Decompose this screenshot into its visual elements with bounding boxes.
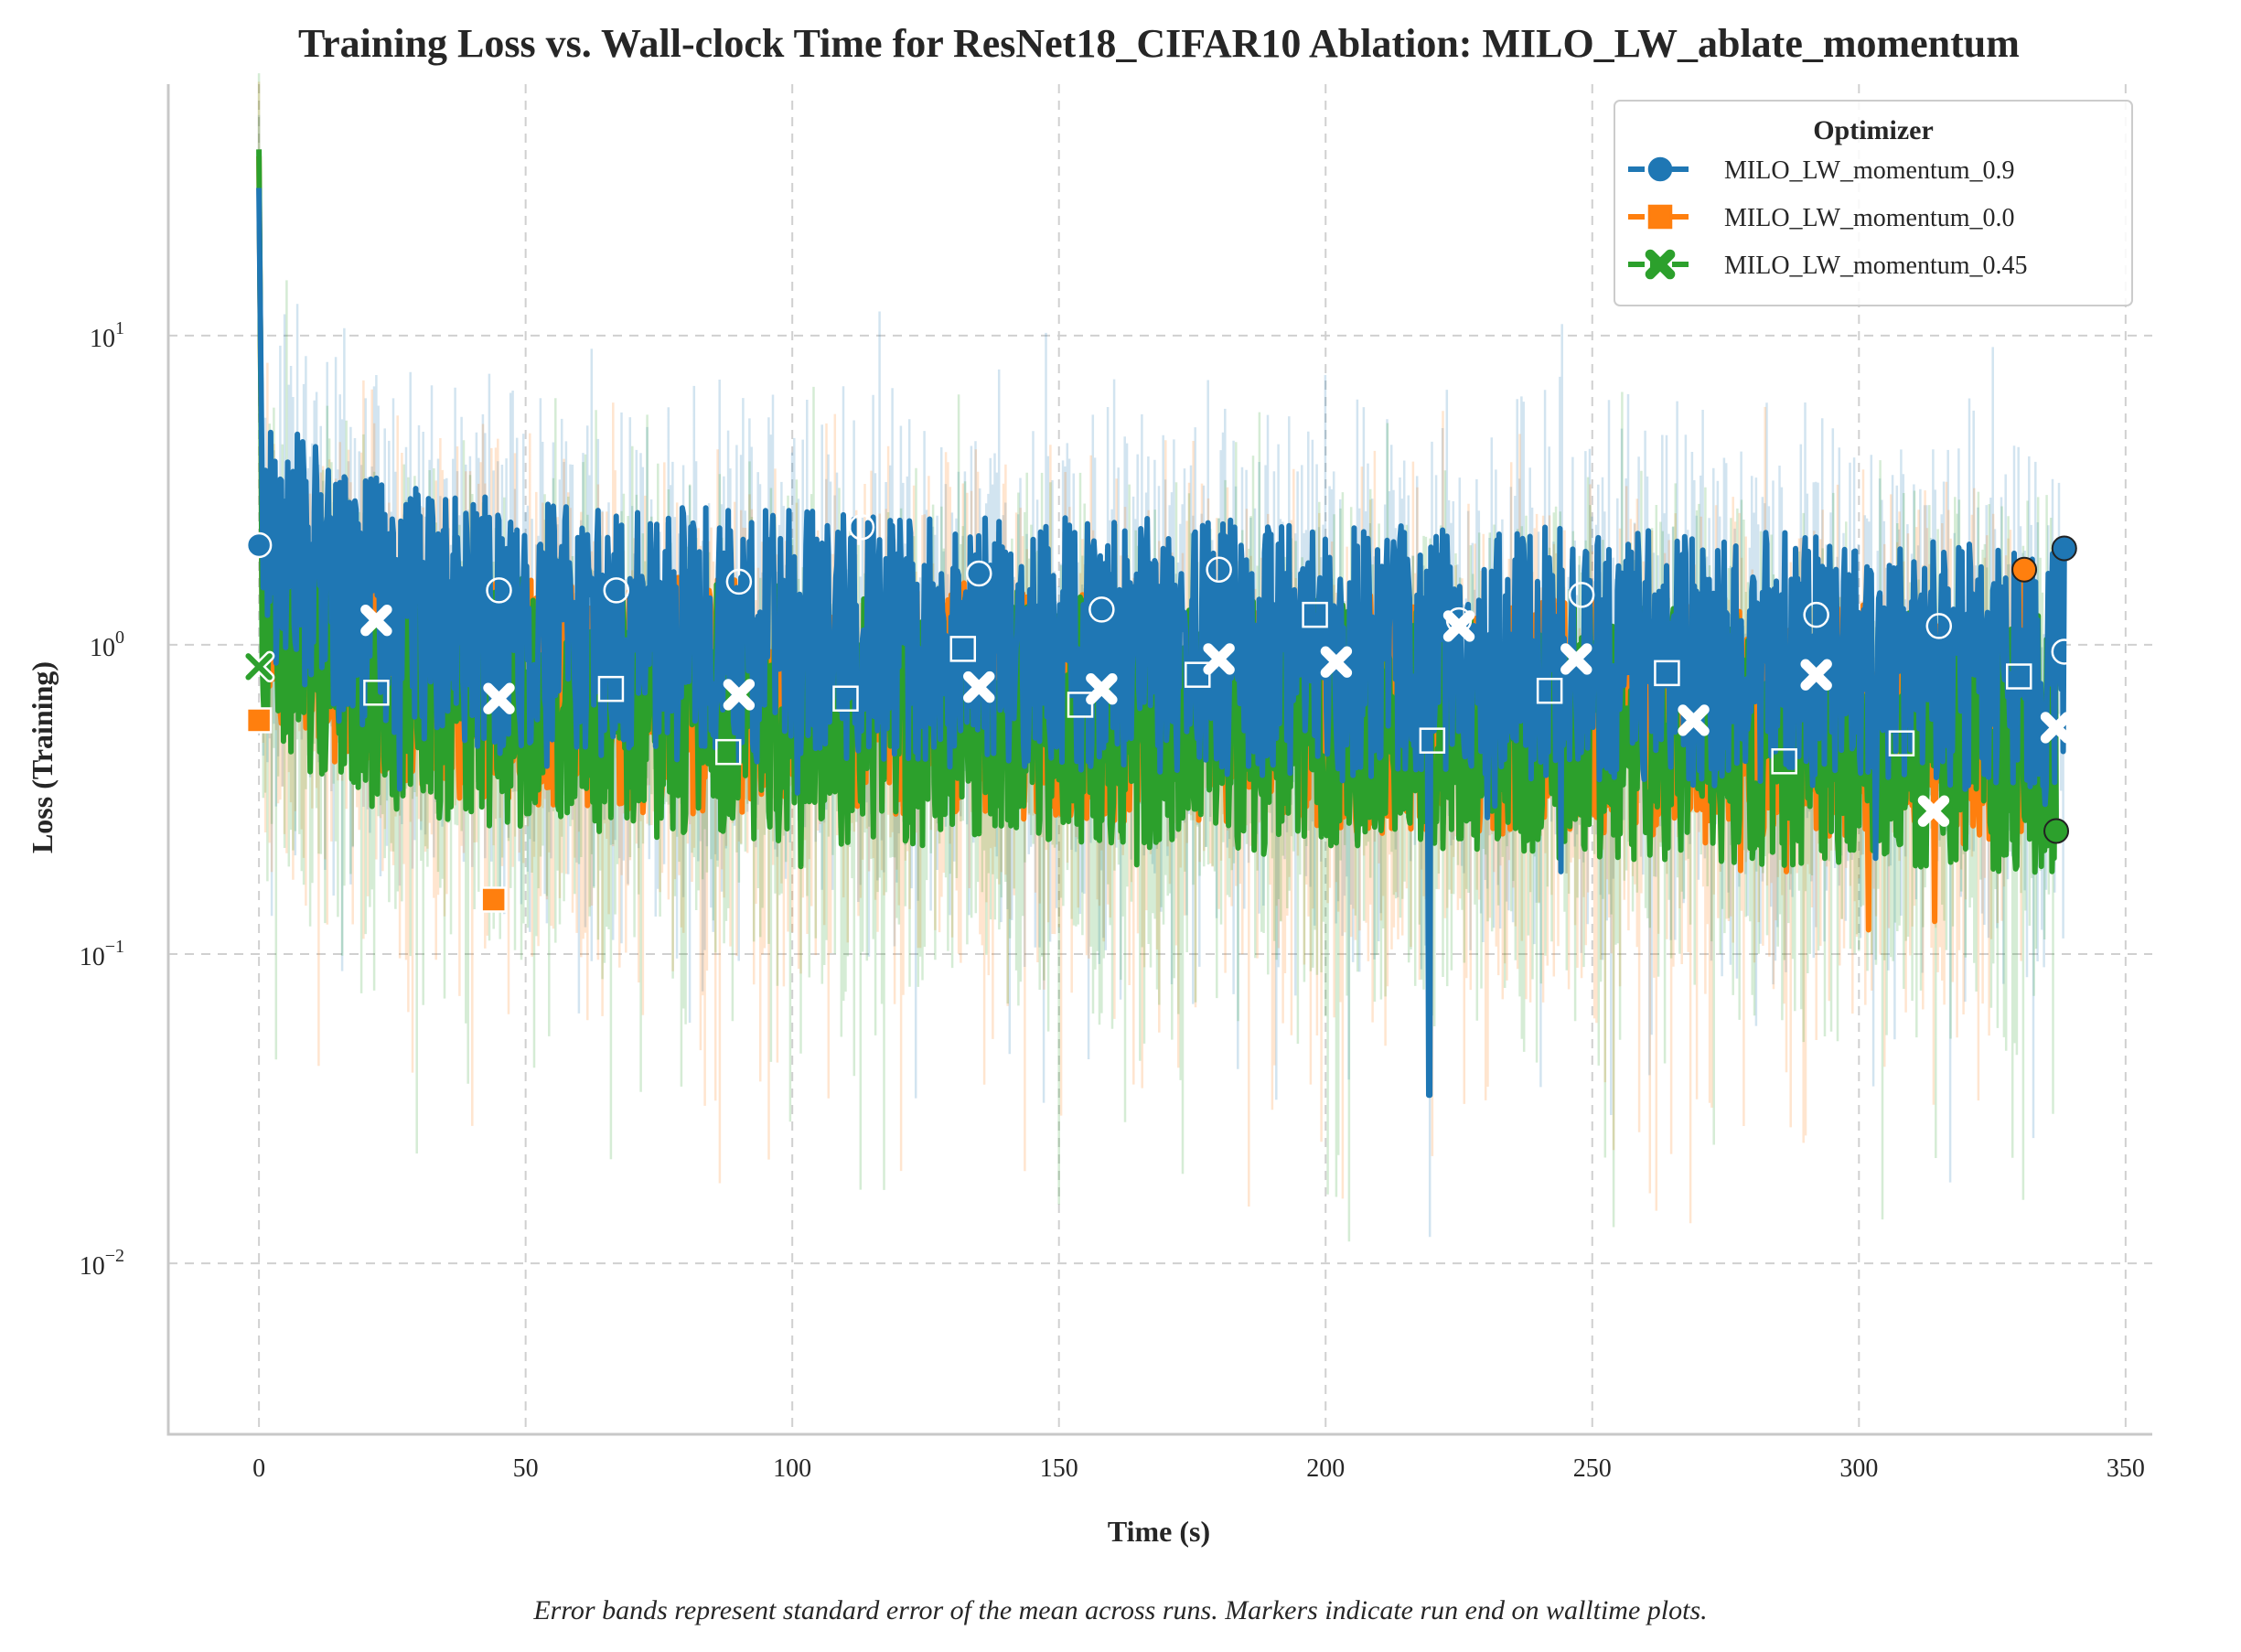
legend-title: Optimizer <box>1813 115 1934 145</box>
legend-item: MILO_LW_momentum_0.9 <box>1628 156 2015 185</box>
legend-box <box>1614 100 2133 306</box>
x-tick-label: 350 <box>2107 1454 2145 1483</box>
chart-title: Training Loss vs. Wall-clock Time for Re… <box>298 21 2020 66</box>
legend: Optimizer MILO_LW_momentum_0.9MILO_LW_mo… <box>1614 100 2133 306</box>
legend-square-icon <box>1647 204 1673 230</box>
marker-MILO_LW_momentum_0.45 <box>1678 704 1710 736</box>
legend-label: MILO_LW_momentum_0.0 <box>1724 204 2015 232</box>
y-tick-label: 10−2 <box>80 1246 124 1281</box>
marker-MILO_LW_momentum_0.45 <box>1917 795 1950 827</box>
marker-MILO_LW_momentum_0.45 <box>1086 672 1118 705</box>
marker-MILO_LW_momentum_0.0 <box>363 680 390 706</box>
marker-MILO_LW_momentum_0.0 <box>949 636 977 662</box>
legend-label: MILO_LW_momentum_0.45 <box>1724 252 2028 280</box>
marker-MILO_LW_momentum_0.45 <box>360 604 392 637</box>
marker-MILO_LW_momentum_0.45 <box>963 670 995 703</box>
marker-MILO_LW_momentum_0.9 <box>725 568 753 595</box>
legend-item: MILO_LW_momentum_0.0 <box>1628 204 2015 232</box>
marker-MILO_LW_momentum_0.9 <box>486 577 512 604</box>
marker-MILO_LW_momentum_0.0 <box>1654 660 1680 687</box>
marker-MILO_LW_momentum_0.9 <box>603 577 630 604</box>
legend-label: MILO_LW_momentum_0.9 <box>1724 156 2015 185</box>
marker-MILO_LW_momentum_0.9 <box>1088 596 1115 623</box>
marker-MILO_LW_momentum_0.0 <box>714 738 742 766</box>
run-end-marker-MILO_LW_momentum_0.45 <box>2043 818 2070 844</box>
marker-MILO_LW_momentum_0.0 <box>1888 730 1915 756</box>
marker-MILO_LW_momentum_0.45 <box>2040 712 2073 744</box>
x-tick-label: 300 <box>1839 1454 1878 1483</box>
marker-MILO_LW_momentum_0.45 <box>483 682 515 714</box>
marker-MILO_LW_momentum_0.9 <box>966 560 992 587</box>
run-end-marker-MILO_LW_momentum_0.0 <box>2011 556 2038 583</box>
marker-MILO_LW_momentum_0.0 <box>597 675 625 703</box>
marker-MILO_LW_momentum_0.0 <box>1419 727 1446 754</box>
x-tick-label: 200 <box>1306 1454 1345 1483</box>
legend-items: MILO_LW_momentum_0.9 MILO_LW_momentum_0.0… <box>1628 156 2028 280</box>
y-tick-label: 101 <box>90 318 124 353</box>
marker-MILO_LW_momentum_0.0 <box>1302 601 1328 628</box>
y-tick-label: 10−1 <box>80 937 124 971</box>
marker-MILO_LW_momentum_0.9 <box>848 514 875 541</box>
y-axis-label: Loss (Training) <box>26 661 59 853</box>
x-tick-label: 150 <box>1040 1454 1078 1483</box>
marker-MILO_LW_momentum_0.9 <box>2051 638 2078 665</box>
series-lines <box>256 149 2067 1099</box>
marker-MILO_LW_momentum_0.0 <box>2005 663 2032 690</box>
run-end-marker-MILO_LW_momentum_0.9 <box>2051 535 2077 562</box>
marker-MILO_LW_momentum_0.45 <box>723 679 756 711</box>
marker-MILO_LW_momentum_0.0 <box>1536 677 1563 704</box>
marker-MILO_LW_momentum_0.0 <box>1185 661 1211 688</box>
marker-MILO_LW_momentum_0.9 <box>1206 556 1232 584</box>
legend-x-icon <box>1645 249 1676 280</box>
marker-MILO_LW_momentum_0.45 <box>1442 610 1475 642</box>
axis-ticks: 0 50 100 150 200 250 300 350 101 100 10−1 10−2 <box>80 318 2145 1483</box>
marker-MILO_LW_momentum_0.0 <box>832 685 859 712</box>
marker-MILO_LW_momentum_0.45 <box>1560 643 1592 675</box>
series-line-MILO_LW_momentum_0.9 <box>256 188 2067 1099</box>
chart-caption: Error bands represent standard error of … <box>532 1595 1707 1625</box>
marker-MILO_LW_momentum_0.45 <box>1800 659 1832 691</box>
legend-circle-icon <box>1647 156 1673 182</box>
x-axis-label: Time (s) <box>1108 1515 1210 1548</box>
x-tick-label: 50 <box>513 1454 539 1483</box>
marker-MILO_LW_momentum_0.45 <box>1203 643 1235 675</box>
marker-MILO_LW_momentum_0.9 <box>1803 601 1829 628</box>
marker-MILO_LW_momentum_0.0 <box>480 886 507 913</box>
x-tick-label: 0 <box>252 1454 265 1483</box>
x-tick-label: 100 <box>773 1454 811 1483</box>
marker-MILO_LW_momentum_0.45 <box>242 650 275 682</box>
marker-MILO_LW_momentum_0.9 <box>1568 582 1595 608</box>
legend-item: MILO_LW_momentum_0.45 <box>1628 249 2028 280</box>
marker-MILO_LW_momentum_0.0 <box>245 707 273 734</box>
marker-MILO_LW_momentum_0.0 <box>1771 748 1797 775</box>
marker-MILO_LW_momentum_0.0 <box>1067 692 1094 718</box>
marker-MILO_LW_momentum_0.9 <box>245 531 273 559</box>
series-markers <box>242 514 2078 913</box>
axes-spines <box>166 84 2152 1436</box>
x-tick-label: 250 <box>1573 1454 1612 1483</box>
marker-MILO_LW_momentum_0.45 <box>1320 646 1353 678</box>
marker-MILO_LW_momentum_0.9 <box>1925 613 1953 639</box>
y-tick-label: 100 <box>90 628 124 662</box>
